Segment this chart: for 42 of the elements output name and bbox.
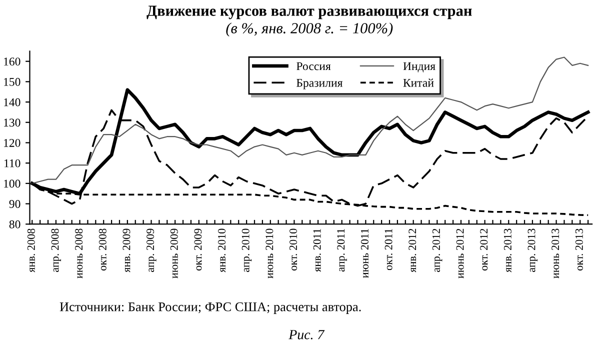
y-tick-label: 90 <box>9 200 20 208</box>
y-tick-label: 140 <box>4 98 20 106</box>
x-tick-label: янв. 2010 <box>218 228 226 272</box>
x-tick-label: окт. 2011 <box>384 228 392 270</box>
y-tick-label: 110 <box>4 159 20 168</box>
x-tick-label: апр. 2008 <box>51 228 61 272</box>
x-tick-label: апр. 2011 <box>337 228 347 272</box>
text: Источники: Банк России; ФРС США; расчеты автора. <box>60 302 361 314</box>
x-tick-label: янв. 2012 <box>408 228 416 272</box>
x-tick-label: апр. 2010 <box>242 228 252 272</box>
x-tick-label: июнь 2008 <box>75 228 83 278</box>
x-tick-label: янв. 2009 <box>122 228 130 272</box>
x-tick-label: окт. 2010 <box>289 228 298 270</box>
legend-label: Китай <box>403 78 434 87</box>
x-tick-label: янв. 2011 <box>313 228 321 272</box>
x-tick-label: окт. 2012 <box>480 228 488 270</box>
x-tick-label: янв. 2013 <box>504 228 512 272</box>
y-tick-label: 130 <box>4 118 20 127</box>
x-tick-label: июнь 2011 <box>360 228 368 278</box>
y-tick-label: 160 <box>4 58 20 66</box>
x-tick-label: июнь 2013 <box>552 228 560 278</box>
x-tick-label: окт. 2013 <box>575 228 583 270</box>
x-tick-label: окт. 2009 <box>194 228 202 270</box>
legend-label: Россия <box>296 62 331 70</box>
legend-label: Бразилия <box>296 78 343 90</box>
y-tick-label: 100 <box>4 180 20 188</box>
legend-label: Индия <box>403 62 436 72</box>
x-tick-label: апр. 2012 <box>432 228 442 272</box>
y-tick-label: 150 <box>4 78 20 86</box>
x-tick-label: янв. 2008 <box>27 228 35 272</box>
text: Рис. 7 <box>288 330 325 340</box>
y-tick-label: 120 <box>4 138 20 147</box>
x-tick-label: апр. 2009 <box>146 228 156 272</box>
x-tick-label: июнь 2012 <box>456 228 464 278</box>
line-series <box>32 56 589 184</box>
chart-subtitle: (в %, янв. 2008 г. = 100%) <box>226 22 393 37</box>
x-tick-label: июнь 2010 <box>266 228 274 278</box>
x-tick-label: июнь 2009 <box>170 228 178 278</box>
x-tick-label: апр. 2013 <box>528 228 538 272</box>
x-tick-label: окт. 2008 <box>98 228 106 270</box>
y-tick-label: 80 <box>9 220 20 228</box>
chart-title: Движение курсов валют развивающихся стран <box>146 6 472 20</box>
